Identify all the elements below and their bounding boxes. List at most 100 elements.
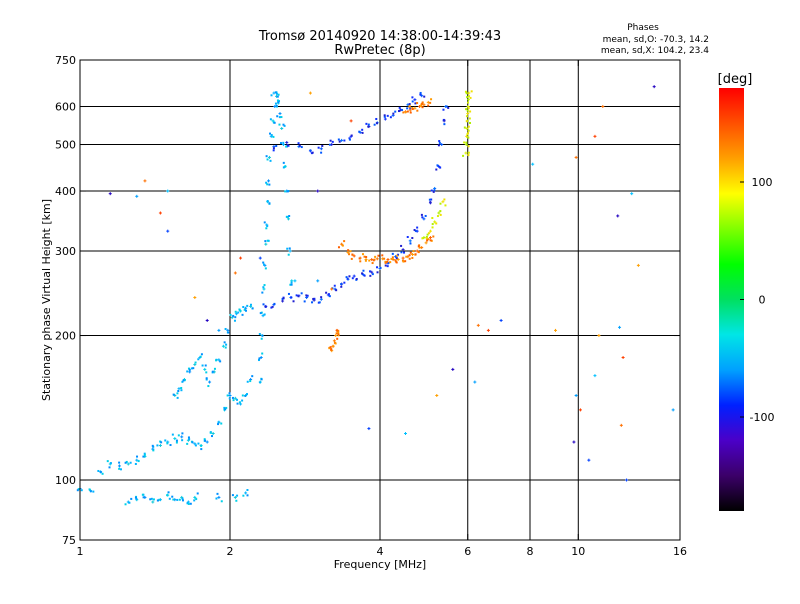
data-point <box>367 427 371 431</box>
data-point-jitter <box>305 294 308 297</box>
data-point <box>337 138 346 143</box>
legend-line-x: mean, sd,X: 104.2, 23.4 <box>601 46 709 56</box>
data-point-jitter <box>109 462 112 465</box>
data-point-jitter <box>266 183 269 186</box>
data-point-jitter <box>264 240 267 243</box>
data-point <box>345 275 351 281</box>
data-point <box>465 109 472 118</box>
data-point <box>420 213 427 221</box>
data-point-jitter <box>288 247 291 250</box>
data-point-jitter <box>325 291 328 294</box>
data-point-jitter <box>263 313 266 316</box>
data-point <box>134 455 140 465</box>
data-point-jitter <box>261 291 264 294</box>
data-point-jitter <box>264 305 267 308</box>
data-point-jitter <box>331 140 334 143</box>
data-point <box>209 431 215 438</box>
data-point-jitter <box>416 102 419 105</box>
data-point-jitter <box>439 202 442 205</box>
data-point <box>265 179 271 186</box>
data-point <box>270 91 278 97</box>
data-point-jitter <box>272 147 275 150</box>
data-point <box>473 380 477 384</box>
data-point-jitter <box>361 128 364 131</box>
data-point-jitter <box>467 125 470 128</box>
data-point <box>197 442 203 451</box>
data-point <box>231 396 239 402</box>
data-point <box>376 266 382 274</box>
data-point-jitter <box>442 108 445 111</box>
data-point <box>279 141 288 148</box>
data-point <box>330 344 335 351</box>
y-tick-label: 200 <box>55 330 76 343</box>
data-point <box>164 439 172 447</box>
data-point-jitter <box>187 503 190 506</box>
data-point-jitter <box>320 296 323 299</box>
data-point-jitter <box>427 104 430 107</box>
data-point <box>435 394 439 398</box>
data-point-jitter <box>223 406 226 409</box>
data-point <box>439 198 447 207</box>
data-point-jitter <box>359 260 362 263</box>
data-point <box>282 161 287 169</box>
data-point-jitter <box>204 439 207 442</box>
data-point-jitter <box>273 121 276 124</box>
data-point-jitter <box>207 385 210 388</box>
data-point-jitter <box>384 261 387 264</box>
data-point <box>414 249 420 256</box>
data-point-jitter <box>274 91 277 94</box>
x-tick-label: 2 <box>227 545 234 558</box>
data-point-jitter <box>272 149 275 152</box>
x-tick-label: 1 <box>77 545 84 558</box>
data-point-jitter <box>327 293 330 296</box>
data-point-jitter <box>445 105 448 108</box>
data-point <box>166 189 170 193</box>
data-point <box>211 367 216 374</box>
data-point-jitter <box>277 93 280 96</box>
data-point <box>221 341 228 349</box>
data-point-jitter <box>266 239 269 242</box>
data-point <box>231 494 239 502</box>
data-point-jitter <box>412 250 415 253</box>
data-point <box>593 374 597 378</box>
data-point-jitter <box>402 111 405 114</box>
data-point-jitter <box>286 144 289 147</box>
data-point <box>276 99 281 105</box>
data-point-jitter <box>346 277 349 280</box>
data-point-jitter <box>271 305 274 308</box>
data-point-jitter <box>277 101 280 104</box>
data-point-jitter <box>235 499 238 502</box>
data-point-jitter <box>306 294 309 297</box>
data-point-jitter <box>89 490 92 493</box>
legend-line-o: mean, sd,O: -70.3, 14.2 <box>603 35 709 45</box>
data-point <box>411 106 419 112</box>
data-point-jitter <box>416 109 419 112</box>
data-point <box>442 118 446 126</box>
data-point-jitter <box>406 107 409 110</box>
data-point <box>402 110 409 114</box>
data-point-jitter <box>373 258 376 261</box>
data-point-jitter <box>466 133 469 136</box>
data-point-jitter <box>465 92 468 95</box>
data-point-jitter <box>192 367 195 370</box>
data-point-jitter <box>246 380 249 383</box>
data-point-jitter <box>436 164 439 167</box>
data-point-jitter <box>223 341 226 344</box>
data-point <box>275 92 280 98</box>
data-point-jitter <box>443 119 446 122</box>
y-axis-label: Stationary phase Virtual Height [km] <box>40 199 53 401</box>
data-point-jitter <box>421 237 424 240</box>
data-point-jitter <box>330 348 333 351</box>
data-point-jitter <box>425 235 428 238</box>
data-point-jitter <box>249 380 252 383</box>
data-point <box>340 281 346 288</box>
data-point-jitter <box>191 441 194 444</box>
data-point <box>652 85 656 89</box>
data-point-jitter <box>343 240 346 243</box>
data-point-jitter <box>262 303 265 306</box>
data-point-jitter <box>467 154 470 157</box>
data-point-jitter <box>188 368 191 371</box>
data-point-jitter <box>435 168 438 171</box>
data-point <box>335 328 340 334</box>
data-point <box>151 444 155 452</box>
